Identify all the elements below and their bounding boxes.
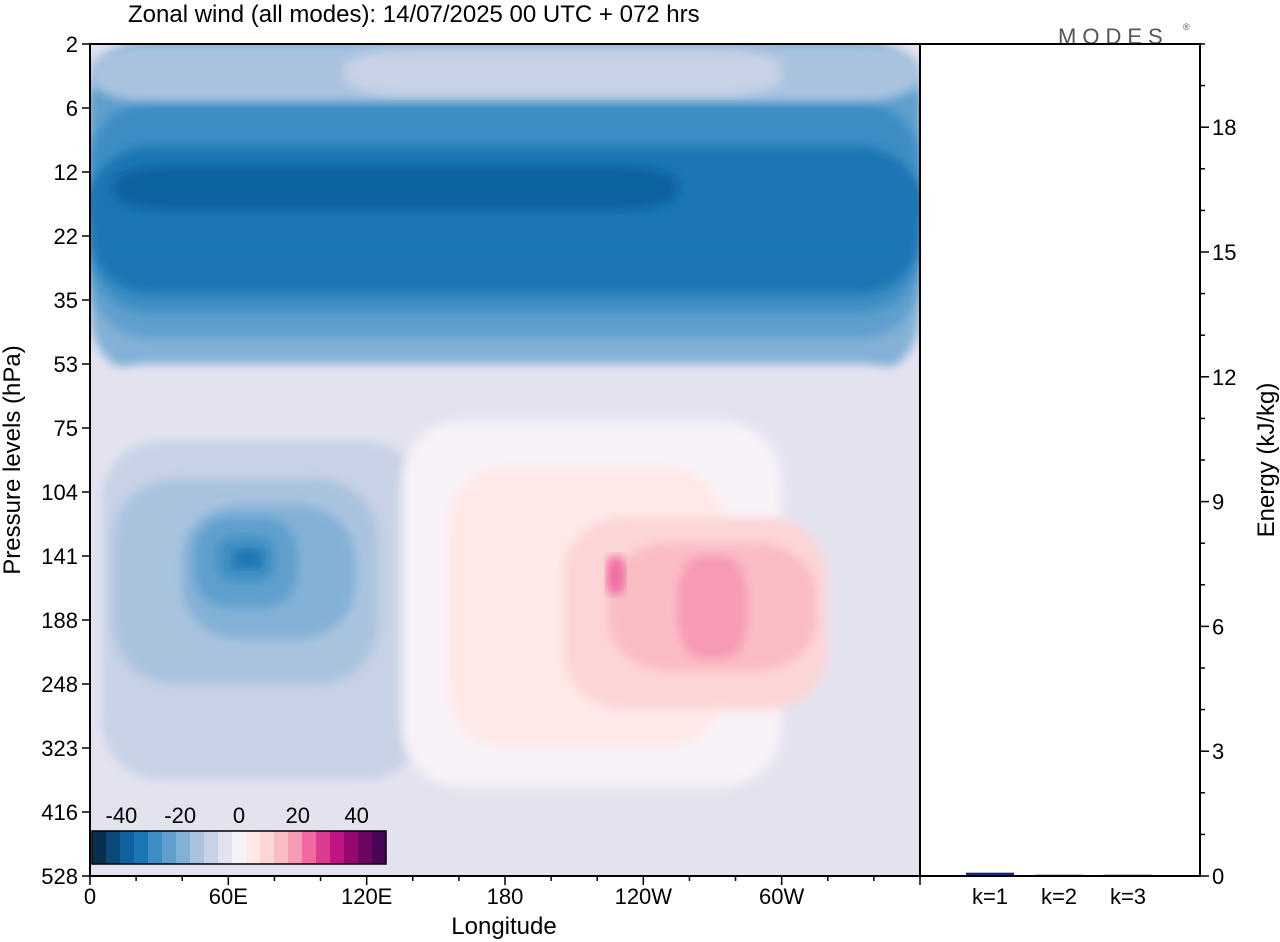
modes-logo: MODES (1058, 24, 1169, 49)
y-tick-label: 22 (54, 224, 78, 249)
colorbar-frame (91, 830, 387, 865)
colorbar-swatch (302, 831, 317, 864)
y-axis-label: Pressure levels (hPa) (0, 345, 26, 574)
colorbar-tick-label: 40 (344, 803, 368, 828)
colorbar-swatch (316, 831, 331, 864)
energy-bar-k=1 (966, 872, 1014, 876)
colorbar-swatch (190, 831, 205, 864)
colorbar-tick-label: 20 (286, 803, 310, 828)
wind-contour-15 (232, 549, 263, 569)
energy-tick-label: 0 (1212, 864, 1224, 889)
y-tick-label: 35 (54, 288, 78, 313)
category-label: k=3 (1110, 884, 1146, 909)
y-tick-label: 12 (54, 160, 78, 185)
colorbar-swatch (204, 831, 219, 864)
colorbar-swatch (162, 831, 177, 864)
y-tick-label: 2 (66, 32, 78, 57)
colorbar-swatch (92, 831, 107, 864)
x-tick-label: 60W (759, 884, 804, 909)
colorbar-swatch (344, 831, 359, 864)
colorbar-tick-label: 0 (233, 803, 245, 828)
y-tick-label: 6 (66, 96, 78, 121)
colorbar-swatch (288, 831, 303, 864)
x-tick-label: 180 (487, 884, 524, 909)
colorbar-swatch (232, 831, 247, 864)
energy-tick-label: 18 (1212, 115, 1236, 140)
colorbar-swatch (218, 831, 233, 864)
y-tick-label: 141 (41, 544, 78, 569)
energy-tick-label: 12 (1212, 365, 1236, 390)
y-tick-label: 323 (41, 736, 78, 761)
energy-tick-label: 6 (1212, 614, 1224, 639)
category-label: k=1 (972, 884, 1008, 909)
y-tick-label: 53 (54, 352, 78, 377)
colorbar-swatch (246, 831, 261, 864)
colorbar-swatch (358, 831, 373, 864)
energy-frame (919, 43, 1201, 877)
colorbar-swatch (330, 831, 345, 864)
energy-tick-label: 9 (1212, 490, 1224, 515)
colorbar-tick-label: -40 (106, 803, 138, 828)
colorbar-swatch (106, 831, 121, 864)
y-tick-label: 248 (41, 672, 78, 697)
wind-contour-5 (113, 165, 678, 211)
x-tick-label: 60E (209, 884, 248, 909)
x-tick-label: 0 (84, 884, 96, 909)
energy-tick-label: 15 (1212, 240, 1236, 265)
colorbar-swatch (148, 831, 163, 864)
colorbar-swatch (120, 831, 135, 864)
x-tick-label: 120E (341, 884, 392, 909)
chart-title: Zonal wind (all modes): 14/07/2025 00 UT… (128, 1, 700, 28)
y-tick-label: 75 (54, 416, 78, 441)
colorbar-tick-label: -20 (164, 803, 196, 828)
colorbar-swatch (134, 831, 149, 864)
colorbar-swatch (176, 831, 191, 864)
x-axis-label: Longitude (451, 913, 556, 940)
colorbar-swatch (274, 831, 289, 864)
wind-contour-20 (677, 556, 748, 659)
y-tick-label: 104 (41, 480, 78, 505)
x-tick-label: 120W (615, 884, 673, 909)
y-tick-label: 188 (41, 608, 78, 633)
y-tick-label: 416 (41, 800, 78, 825)
colorbar: -40 -20 0 20 40 (91, 803, 387, 865)
colorbar-swatch (260, 831, 275, 864)
energy-axis-label: Energy (kJ/kg) (1253, 383, 1280, 538)
logo-registered-mark: ® (1183, 22, 1190, 32)
energy-axes: k=1 k=2 k=3 0 3 6 9 12 15 18 (972, 43, 1236, 909)
zonal-wind-field (90, 44, 920, 876)
colorbar-swatch (372, 831, 387, 864)
wind-contour-7 (343, 50, 782, 96)
y-tick-label: 528 (41, 864, 78, 889)
wind-contour-21 (606, 556, 625, 595)
energy-tick-label: 3 (1212, 739, 1224, 764)
category-label: k=2 (1041, 884, 1077, 909)
